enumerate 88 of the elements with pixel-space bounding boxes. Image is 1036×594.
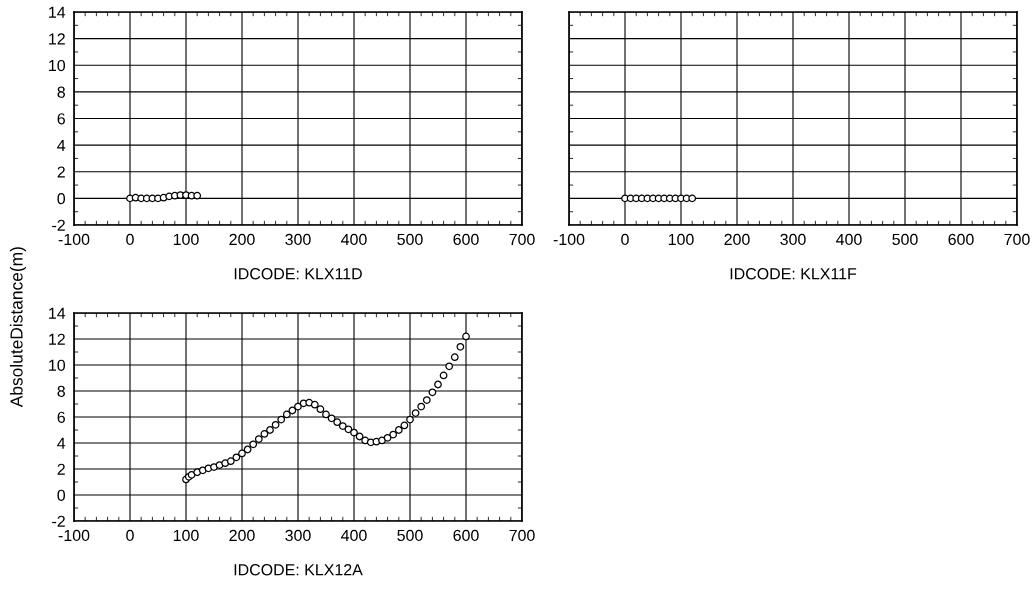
point (294, 402, 302, 411)
point (350, 428, 358, 437)
x-tick-label: 500 (397, 233, 423, 246)
point (243, 445, 252, 454)
y-tick-label: 10 (49, 359, 66, 371)
x-axis-title: IDCODE: KLX12A (234, 564, 363, 576)
point (338, 422, 347, 430)
point (344, 425, 353, 434)
x-tick-label: 300 (285, 233, 311, 246)
x-tick-label: 0 (621, 233, 629, 246)
point (417, 402, 426, 411)
point (462, 332, 470, 341)
point (456, 342, 465, 351)
x-tick-label: 700 (509, 529, 535, 542)
point (400, 421, 409, 430)
point (316, 405, 325, 414)
point (288, 406, 297, 415)
y-tick-label: 12 (49, 333, 65, 345)
point (238, 449, 246, 458)
point (249, 440, 258, 449)
x-tick-label: 100 (173, 529, 199, 542)
y-tick-label: 2 (57, 166, 65, 178)
x-tick-label: 400 (341, 233, 367, 246)
x-tick-label: 400 (836, 233, 862, 246)
x-tick-label: 700 (1004, 233, 1030, 246)
x-tick-label: 300 (780, 233, 806, 246)
x-tick-label: 400 (341, 529, 367, 542)
x-tick-label: -100 (553, 233, 585, 246)
y-tick-label: 8 (57, 385, 65, 397)
point (266, 426, 274, 434)
point (310, 400, 319, 409)
point (422, 396, 431, 404)
x-tick-label: 100 (173, 233, 199, 246)
y-tick-label: 14 (49, 307, 66, 319)
x-tick-label: 700 (509, 233, 535, 246)
y-axis-title: AbsoluteDistance(m) (9, 247, 27, 408)
y-tick-label: 10 (49, 59, 66, 72)
point (277, 415, 286, 424)
point (394, 426, 403, 434)
point (389, 430, 398, 439)
point (355, 432, 364, 441)
x-tick-label: -100 (58, 233, 90, 246)
point (221, 459, 230, 468)
point (254, 435, 263, 443)
point (232, 453, 241, 462)
x-axis-title: IDCODE: KLX11D (234, 268, 362, 280)
x-tick-label: 0 (126, 529, 134, 542)
x-tick-label: 500 (892, 233, 918, 246)
x-tick-label: 600 (453, 529, 479, 542)
point (282, 410, 291, 419)
y-tick-label: 0 (57, 489, 66, 501)
x-tick-label: 600 (948, 233, 974, 246)
point (450, 353, 459, 362)
y-tick-label: 4 (57, 437, 66, 449)
y-tick-label: 12 (49, 33, 65, 45)
point (322, 410, 330, 419)
x-axis-title: IDCODE: KLX11F (730, 268, 857, 280)
y-tick-label: 6 (57, 113, 65, 125)
y-tick-label: 14 (49, 6, 66, 18)
x-tick-label: 0 (126, 233, 134, 246)
x-tick-label: 200 (229, 233, 255, 246)
point (226, 457, 235, 466)
y-tick-label: 0 (57, 193, 66, 205)
point (271, 420, 280, 429)
point (333, 418, 342, 427)
y-tick-label: 6 (57, 411, 65, 423)
y-tick-label: 2 (57, 463, 65, 475)
y-tick-label: 8 (57, 86, 65, 98)
x-tick-label: 200 (229, 529, 255, 542)
point (434, 380, 442, 389)
y-tick-label: 4 (57, 139, 66, 151)
x-tick-label: 600 (453, 233, 479, 246)
y-tick-label: -2 (52, 219, 65, 231)
x-tick-label: 100 (668, 233, 694, 246)
point (406, 415, 414, 424)
point (210, 463, 218, 471)
point (193, 468, 202, 477)
x-tick-label: 500 (397, 529, 423, 542)
x-tick-label: 200 (724, 233, 750, 246)
x-tick-label: 300 (285, 529, 311, 542)
point (445, 362, 454, 371)
y-tick-label: -2 (52, 515, 65, 527)
point (411, 409, 420, 417)
point (428, 388, 437, 397)
point (327, 414, 336, 423)
x-tick-label: -100 (58, 529, 90, 542)
point (439, 371, 448, 380)
point (260, 430, 269, 438)
